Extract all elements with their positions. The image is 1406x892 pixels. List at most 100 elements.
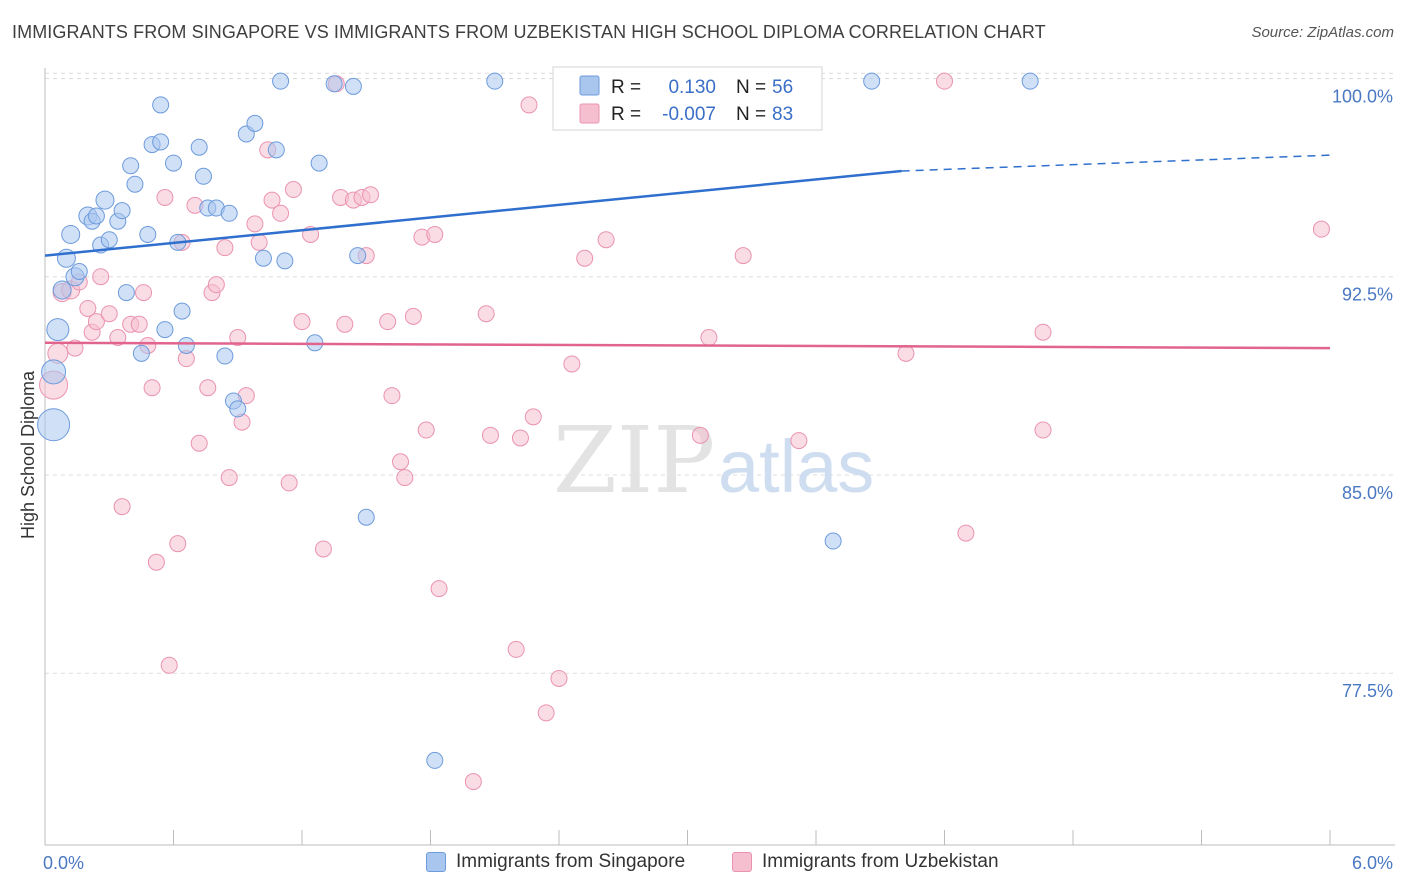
uzbekistan-point <box>396 469 414 487</box>
legend-n-value-singapore: 56 <box>772 77 793 98</box>
singapore-point <box>52 280 72 300</box>
uzbekistan-point <box>481 426 499 444</box>
legend-swatch <box>732 852 752 872</box>
singapore-point <box>126 175 144 193</box>
legend-r-label-uzbekistan: R = <box>611 104 641 125</box>
singapore-point <box>486 72 504 90</box>
singapore-point <box>139 225 157 243</box>
legend-item-singapore[interactable]: Immigrants from Singapore <box>426 851 685 873</box>
uzbekistan-point <box>691 426 709 444</box>
singapore-point <box>152 96 170 114</box>
singapore-point <box>216 347 234 365</box>
uzbekistan-point <box>207 276 225 294</box>
uzbekistan-point <box>507 640 525 658</box>
uzbekistan-point <box>156 188 174 206</box>
singapore-point <box>132 344 150 362</box>
uzbekistan-point <box>426 225 444 243</box>
uzbekistan-point <box>199 379 217 397</box>
uzbekistan-point <box>216 239 234 257</box>
singapore-point <box>276 252 294 270</box>
legend-r-label-singapore: R = <box>611 77 641 98</box>
uzbekistan-point <box>220 469 238 487</box>
singapore-point <box>165 154 182 172</box>
uzbekistan-point <box>1034 421 1052 439</box>
singapore-point <box>156 321 174 339</box>
singapore-point <box>357 508 375 526</box>
legend-n-label-singapore: N = <box>736 77 766 98</box>
uzbekistan-point <box>246 215 264 233</box>
uzbekistan-point <box>79 299 97 317</box>
uzbekistan-point <box>417 421 435 439</box>
grid-lines <box>45 72 1395 674</box>
singapore-point <box>100 231 118 249</box>
singapore-point <box>272 72 290 90</box>
chart-source: Source: ZipAtlas.com <box>1251 24 1394 41</box>
singapore-point <box>426 751 444 769</box>
uzbekistan-point <box>511 429 529 447</box>
singapore-point <box>325 75 343 93</box>
singapore-point <box>310 154 328 172</box>
uzbekistan-point <box>379 313 397 331</box>
uzbekistan-point <box>336 315 354 333</box>
uzbekistan-point <box>537 704 555 722</box>
uzbekistan-point <box>464 773 482 791</box>
uzbekistan-point <box>263 191 281 209</box>
uzbekistan-point <box>272 204 290 222</box>
uzbekistan-point <box>520 96 538 114</box>
legend-n-label-uzbekistan: N = <box>736 104 766 125</box>
singapore-point <box>246 114 264 132</box>
singapore-point <box>117 284 135 302</box>
uzbekistan-point <box>160 656 178 674</box>
uzbekistan-point <box>113 498 131 516</box>
singapore-point <box>824 532 842 550</box>
axes <box>44 68 1395 846</box>
singapore-point <box>229 400 247 418</box>
legend-r-value-singapore: 0.130 <box>668 77 716 98</box>
legend-swatch-uzbekistan <box>579 103 600 124</box>
x-tick-label: 0.0% <box>43 853 84 873</box>
legend-item-uzbekistan[interactable]: Immigrants from Uzbekistan <box>732 851 999 873</box>
legend-swatch <box>426 852 446 872</box>
singapore-point <box>863 72 881 90</box>
singapore-point <box>122 157 140 175</box>
uzbekistan-point <box>100 305 118 323</box>
stats-legend: R = 0.130 N = 56 R = -0.007 N = 83 <box>552 66 823 131</box>
singapore-point <box>190 138 208 156</box>
uzbekistan-trend-line <box>44 341 1331 350</box>
uzbekistan-point <box>284 181 302 199</box>
singapore-point <box>220 204 238 222</box>
series-legend: Immigrants from Singapore Immigrants fro… <box>0 851 1406 879</box>
uzbekistan-point <box>392 453 410 471</box>
uzbekistan-point <box>109 329 127 347</box>
uzbekistan-point <box>957 524 975 542</box>
singapore-point <box>194 167 212 185</box>
uzbekistan-point <box>897 344 915 362</box>
singapore-point <box>41 359 67 385</box>
uzbekistan-point <box>87 313 105 331</box>
y-tick-label: 85.0% <box>1342 483 1393 503</box>
uzbekistan-point <box>92 268 110 286</box>
singapore-trend-line <box>44 169 902 257</box>
y-tick-label: 92.5% <box>1342 285 1393 305</box>
tick-labels: 77.5% 85.0% 92.5% 100.0% 0.0% 6.0% <box>43 87 1393 873</box>
uzbekistan-point <box>293 313 311 331</box>
uzbekistan-point <box>190 434 208 452</box>
uzbekistan-point <box>1034 323 1052 341</box>
singapore-point <box>173 302 191 320</box>
uzbekistan-point <box>280 474 298 492</box>
trend-lines <box>44 154 1331 350</box>
uzbekistan-point <box>169 535 187 553</box>
uzbekistan-point <box>576 249 594 267</box>
singapore-point <box>267 141 285 159</box>
uzbekistan-point <box>383 387 401 405</box>
uzbekistan-point <box>130 315 148 333</box>
uzbekistan-point <box>430 580 448 598</box>
singapore-point <box>1021 72 1039 90</box>
legend-n-value-uzbekistan: 83 <box>772 104 793 125</box>
y-tick-label: 100.0% <box>1332 87 1393 107</box>
uzbekistan-point <box>147 553 165 571</box>
legend-label-singapore: Immigrants from Singapore <box>456 851 686 872</box>
singapore-point <box>46 318 70 342</box>
uzbekistan-point <box>229 329 247 347</box>
